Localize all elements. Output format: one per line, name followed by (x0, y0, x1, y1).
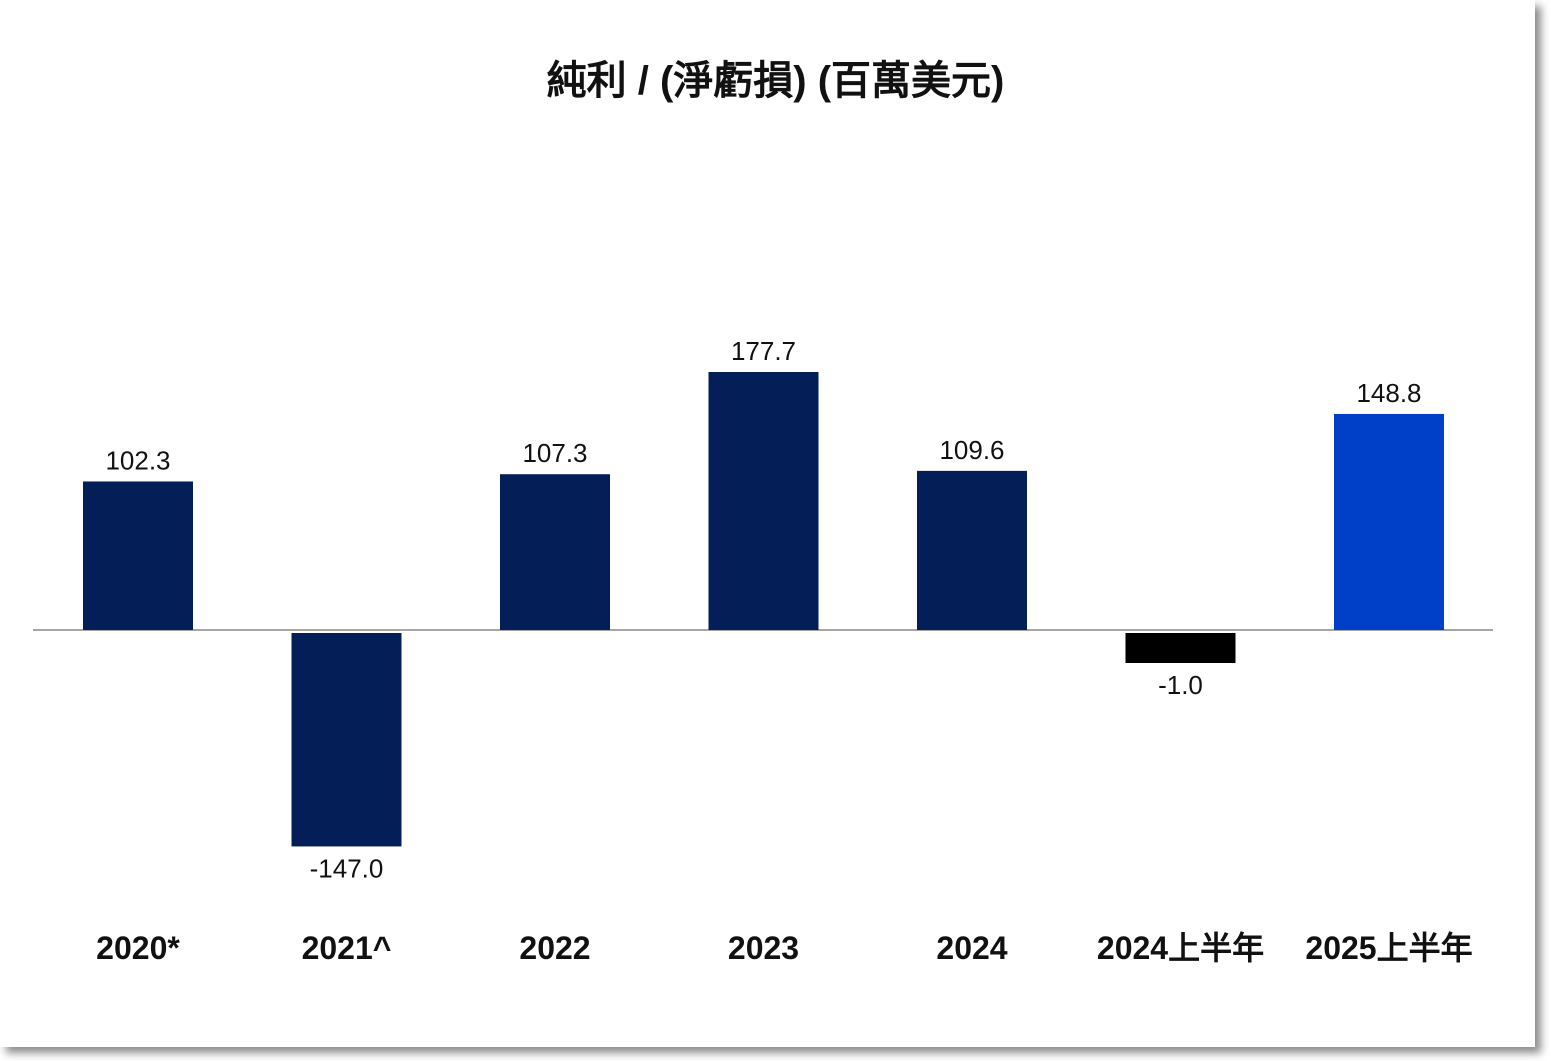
data-label-2: 107.3 (522, 438, 587, 468)
bar-3 (708, 372, 819, 630)
category-label-0: 2020* (96, 930, 180, 966)
category-label-4: 2024 (936, 930, 1007, 966)
bar-5 (1125, 633, 1236, 663)
category-label-5: 2024上半年 (1097, 930, 1264, 966)
data-label-3: 177.7 (731, 336, 796, 366)
category-label-1: 2021^ (302, 930, 392, 966)
data-label-6: 148.8 (1356, 378, 1421, 408)
data-label-0: 102.3 (105, 445, 170, 475)
data-label-4: 109.6 (939, 435, 1004, 465)
category-label-3: 2023 (728, 930, 799, 966)
bar-6 (1334, 413, 1444, 630)
chart-title: 純利 / (淨虧損) (百萬美元) (546, 59, 1005, 103)
bar-1 (291, 633, 402, 847)
category-label-6: 2025上半年 (1305, 930, 1472, 966)
data-label-5: -1.0 (1158, 670, 1203, 700)
data-label-1: -147.0 (310, 853, 384, 883)
bar-0 (83, 481, 193, 630)
bar-4 (917, 470, 1027, 630)
category-label-2: 2022 (519, 930, 590, 966)
bar-2 (500, 474, 610, 630)
